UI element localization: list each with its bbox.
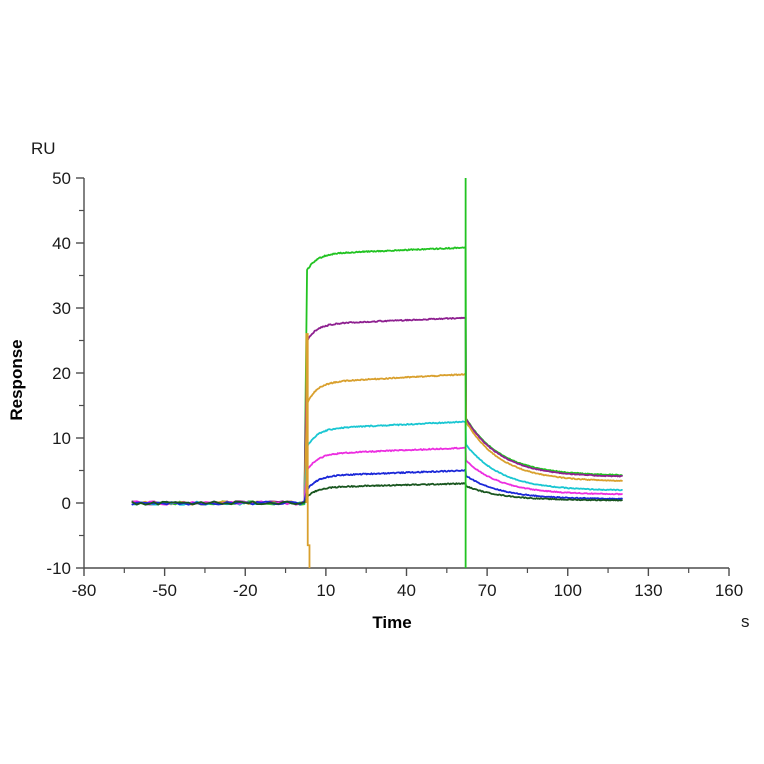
y-tick-label: 20: [52, 364, 71, 383]
curve-2: [131, 316, 623, 506]
x-tick-label: 160: [715, 581, 743, 600]
x-tick-label: 100: [554, 581, 582, 600]
y-tick-label: 0: [62, 494, 71, 513]
phase-markers: [305, 178, 467, 568]
y-tick-label: 50: [52, 169, 71, 188]
curve-6: [131, 469, 623, 506]
curve-7: [131, 482, 623, 506]
y-tick-label: 40: [52, 234, 71, 253]
x-tick-label: 70: [478, 581, 497, 600]
injection-start-spike: [305, 333, 311, 568]
curve-4: [131, 420, 623, 506]
y-tick-label: 30: [52, 299, 71, 318]
x-axis-title: Time: [372, 613, 411, 632]
y-axis-ticks: [76, 177, 84, 569]
y-axis-tick-labels: -10 0 10 20 30 40 50: [46, 169, 71, 578]
x-unit-label: s: [741, 612, 750, 631]
sensorgram-curves: [131, 246, 623, 506]
x-axis-tick-labels: -80 -50 -20 10 40 70 100 130 160: [72, 581, 743, 600]
curve-1: [131, 246, 623, 506]
x-tick-label: 40: [397, 581, 416, 600]
x-tick-label: 130: [634, 581, 662, 600]
x-tick-label: -50: [152, 581, 177, 600]
y-axis-title: Response: [7, 339, 26, 420]
curve-5: [131, 446, 623, 506]
y-tick-label: 10: [52, 429, 71, 448]
x-tick-label: 10: [316, 581, 335, 600]
x-tick-label: -20: [233, 581, 258, 600]
x-tick-label: -80: [72, 581, 97, 600]
y-unit-label: RU: [31, 139, 56, 158]
curve-3: [131, 372, 623, 506]
y-tick-label: -10: [46, 559, 71, 578]
x-axis-ticks: [83, 568, 730, 576]
